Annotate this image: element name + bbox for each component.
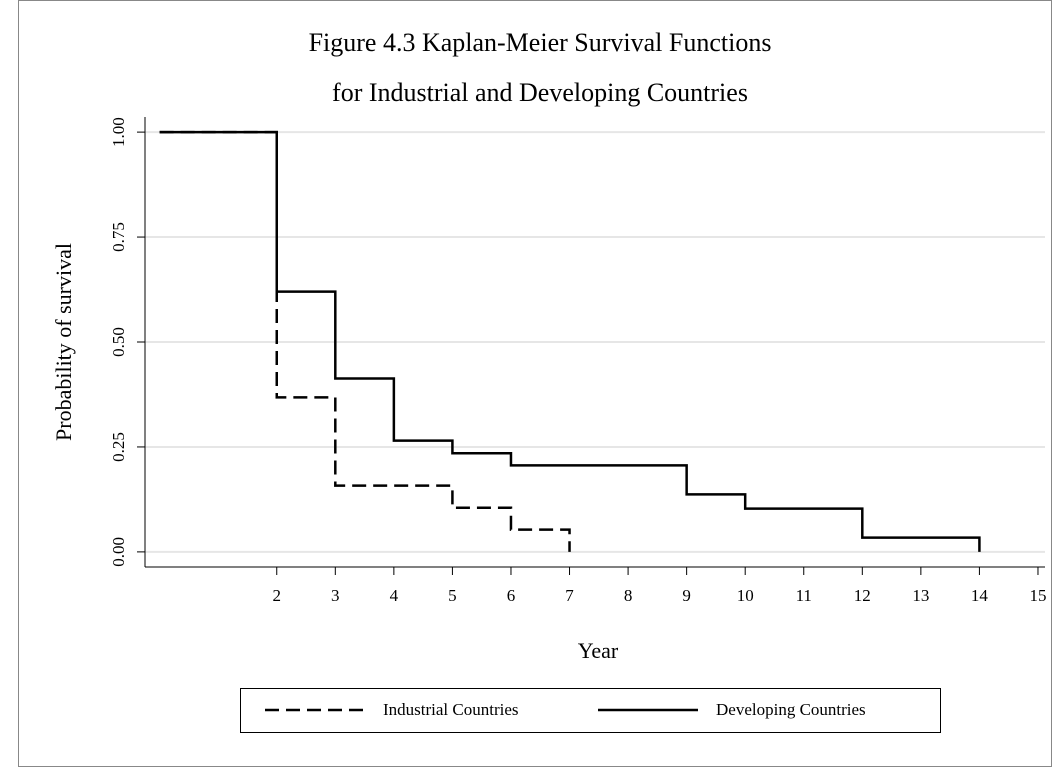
x-tick-label: 5 xyxy=(448,586,457,605)
x-axis-label: Year xyxy=(578,638,619,663)
legend-box xyxy=(240,688,941,733)
survival-line xyxy=(159,130,981,552)
x-tick-label: 13 xyxy=(912,586,929,605)
y-axis-label: Probability of survival xyxy=(51,243,76,441)
x-tick-label: 3 xyxy=(331,586,340,605)
x-tick-label: 9 xyxy=(682,586,691,605)
x-tick-label: 10 xyxy=(737,586,754,605)
chart-title: Figure 4.3 Kaplan-Meier Survival Functio… xyxy=(309,28,772,57)
survival-line xyxy=(159,130,571,552)
x-tick-label: 4 xyxy=(390,586,399,605)
y-tick-label: 0.75 xyxy=(109,222,128,252)
legend-label: Industrial Countries xyxy=(383,700,519,719)
x-tick-label: 8 xyxy=(624,586,633,605)
y-tick-label: 0.50 xyxy=(109,327,128,357)
x-tick-label: 15 xyxy=(1029,586,1046,605)
y-tick-label: 0.00 xyxy=(109,537,128,567)
x-tick-label: 11 xyxy=(796,586,812,605)
chart-title: for Industrial and Developing Countries xyxy=(332,78,748,107)
x-tick-label: 2 xyxy=(273,586,282,605)
y-tick-label: 1.00 xyxy=(109,117,128,147)
legend-label: Developing Countries xyxy=(716,700,866,719)
frame xyxy=(18,0,1052,767)
x-tick-label: 6 xyxy=(507,586,516,605)
x-tick-label: 12 xyxy=(854,586,871,605)
x-tick-label: 14 xyxy=(971,586,989,605)
y-tick-label: 0.25 xyxy=(109,432,128,462)
x-tick-label: 7 xyxy=(565,586,574,605)
